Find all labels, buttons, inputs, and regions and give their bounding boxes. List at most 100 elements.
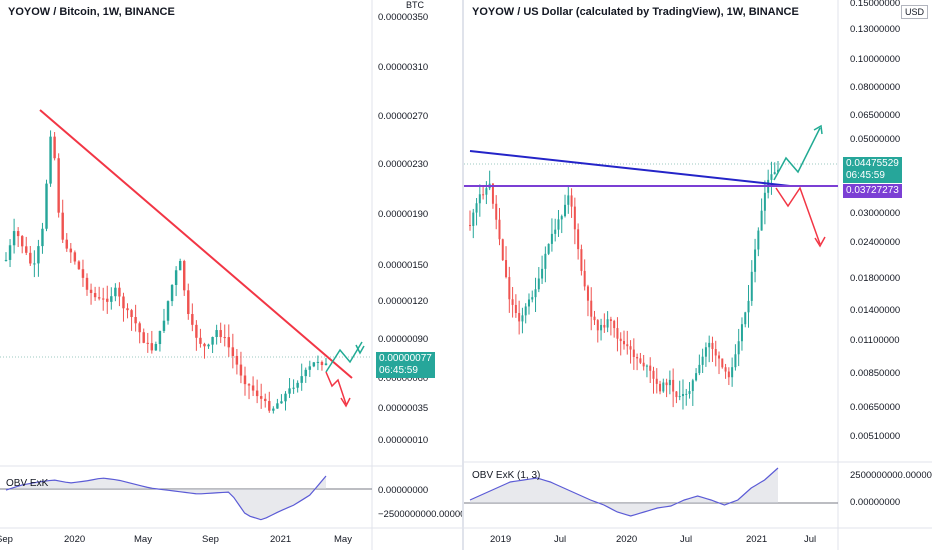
usd-candle-body — [511, 299, 514, 305]
btc-price-tick-label: 0.00000310 — [378, 62, 429, 73]
usd-candle-body — [668, 379, 671, 386]
btc-candle-body — [300, 376, 303, 383]
btc-candle-body — [146, 342, 149, 344]
btc-candle-body — [45, 183, 48, 229]
usd-candle-body — [632, 349, 635, 357]
btc-candle-body — [25, 246, 28, 253]
usd-candle-body — [695, 373, 698, 381]
usd-last-price: 0.04475529 — [846, 158, 899, 169]
pane-divider[interactable] — [462, 0, 464, 550]
usd-candle-body — [482, 194, 485, 196]
usd-candle-body — [547, 243, 550, 254]
usd-candle-body — [691, 380, 694, 392]
btc-time-tick-label: 2020 — [64, 534, 86, 545]
usd-level-price: 0.03727273 — [846, 185, 899, 196]
usd-candle-body — [777, 169, 779, 173]
usd-candle-body — [491, 183, 494, 204]
usd-price-tick-label: 0.03000000 — [850, 208, 901, 219]
btc-candle-body — [142, 332, 145, 343]
btc-candle-body — [154, 344, 158, 351]
btc-candle-body — [81, 269, 85, 278]
btc-chart-pane[interactable]: YOYOW / Bitcoin, 1W, BINANCE BTC 0.00000… — [0, 0, 462, 550]
usd-price-tick-label: 0.01400000 — [850, 305, 901, 316]
btc-candle-body — [166, 301, 170, 321]
usd-time-tick-label: 2019 — [490, 534, 512, 545]
btc-arrow-down — [325, 371, 347, 405]
btc-candle-body — [61, 212, 64, 240]
usd-candle-body — [469, 225, 471, 226]
btc-candle-body — [20, 236, 24, 247]
btc-chart-canvas[interactable] — [0, 0, 462, 550]
btc-candle-body — [284, 393, 287, 402]
usd-candle-body — [740, 324, 743, 342]
usd-candle-body — [580, 249, 583, 271]
usd-price-tick-label: 0.10000000 — [850, 54, 901, 65]
btc-candle-body — [183, 261, 186, 291]
btc-candle-body — [187, 290, 190, 315]
usd-candle-body — [609, 319, 612, 321]
btc-candle-body — [134, 317, 137, 324]
btc-price-tick-label: 0.00000190 — [378, 209, 429, 220]
btc-candle-body — [65, 239, 68, 249]
usd-candle-body — [554, 229, 557, 234]
usd-candle-body — [747, 300, 750, 313]
usd-arrow-down — [775, 186, 821, 245]
usd-candle-body — [557, 219, 560, 230]
usd-candle-body — [649, 365, 652, 371]
usd-candle-body — [524, 306, 527, 316]
btc-candle-body — [150, 343, 154, 351]
usd-candle-body — [577, 229, 580, 250]
usd-candle-body — [537, 278, 540, 290]
btc-candle-body — [255, 390, 259, 397]
usd-candle-body — [498, 219, 501, 240]
btc-candle-body — [235, 355, 239, 365]
btc-candle-body — [162, 320, 166, 331]
usd-candle-body — [642, 362, 645, 367]
btc-candle-body — [138, 323, 141, 333]
usd-candle-body — [770, 174, 773, 180]
usd-obv-fill — [470, 468, 778, 516]
btc-candle-body — [264, 398, 267, 402]
btc-candle-body — [219, 330, 222, 338]
btc-candle-body — [12, 231, 16, 246]
currency-badge[interactable]: USD — [900, 5, 928, 19]
usd-price-tick-label: 0.01100000 — [850, 335, 900, 346]
btc-candle-body — [207, 344, 210, 347]
usd-candle-body — [567, 195, 570, 205]
btc-candle-body — [280, 401, 283, 404]
btc-candle-body — [178, 261, 182, 271]
usd-candle-body — [531, 297, 534, 300]
usd-time-tick-label: 2020 — [616, 534, 638, 545]
btc-candle-body — [316, 361, 320, 363]
usd-candle-body — [472, 212, 475, 226]
usd-candle-body — [760, 210, 763, 231]
usd-candle-body — [534, 289, 537, 298]
usd-candle-body — [665, 382, 668, 386]
btc-candle-body — [268, 401, 271, 411]
usd-candle-body — [521, 315, 524, 322]
btc-obv-tick-label: −2500000000.00000000 — [378, 509, 462, 520]
usd-candle-body — [590, 300, 593, 317]
usd-candle-body — [527, 299, 530, 307]
usd-candle-body — [573, 206, 576, 230]
usd-candle-body — [514, 304, 517, 314]
usd-chart-canvas[interactable] — [464, 0, 932, 550]
btc-candle-body — [174, 270, 178, 285]
btc-candle-body — [57, 158, 60, 213]
usd-obv-label: OBV ExK (1, 3) — [472, 470, 541, 481]
usd-time-tick-label: Jul — [804, 534, 817, 545]
usd-candle-body — [603, 324, 606, 328]
usd-candle-body — [734, 354, 737, 368]
btc-candle-body — [29, 252, 32, 264]
btc-candle-body — [89, 289, 93, 294]
btc-price-tick-label: 0.00000010 — [378, 435, 429, 446]
usd-candle-body — [711, 342, 714, 350]
btc-candle-body — [312, 362, 316, 367]
btc-candle-body — [41, 228, 44, 247]
usd-chart-pane[interactable]: YOYOW / US Dollar (calculated by Trading… — [464, 0, 932, 550]
btc-candle-body — [114, 287, 117, 297]
usd-price-tick-label: 0.06500000 — [850, 110, 901, 121]
btc-candle-body — [170, 284, 174, 302]
usd-candle-body — [681, 394, 684, 397]
btc-candle-body — [215, 330, 218, 338]
